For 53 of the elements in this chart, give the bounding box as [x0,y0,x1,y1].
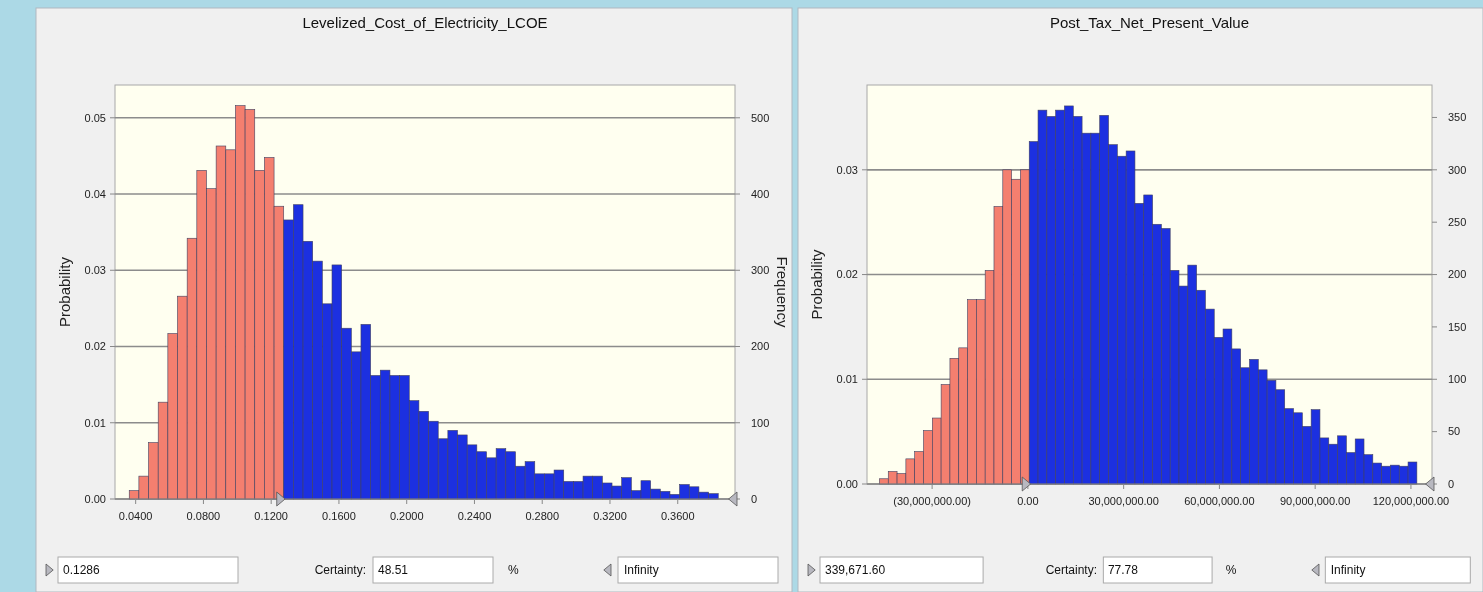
y-tick-label: 0.03 [836,163,858,176]
text: 339,671.60 [825,563,886,578]
x-tick-label: 0.3600 [660,510,695,522]
y-tick-label: 0.01 [84,416,106,429]
x-tick-label: 0.0800 [186,510,221,522]
y2-axis-title: Frequency [774,256,791,328]
x-tick-label: 30,000,000.00 [1088,495,1159,507]
text: 0.1286 [63,563,101,578]
x-tick-label: 0.0400 [118,510,153,522]
y2-tick-label: 500 [751,111,770,124]
text: 77.78 [1107,563,1139,578]
y-tick-label: 0.02 [836,268,858,281]
text: Certainty: [314,563,366,578]
text: 48.51 [378,563,409,578]
chart-title: Post_Tax_Net_Present_Value [1049,14,1250,31]
y-axis-title: Probability [56,256,73,328]
y2-tick-label: 200 [751,340,770,353]
y2-tick-label: 100 [751,416,770,429]
y-tick-label: 0.05 [84,111,106,124]
y2-tick-label: 300 [751,264,770,277]
y2-tick-label: 150 [1448,320,1467,333]
y2-tick-label: 200 [1448,268,1467,281]
x-tick-label: 0.3200 [593,510,627,522]
x-tick-label: 0.2400 [457,510,492,522]
text: Infinity [1330,563,1366,578]
x-tick-label: 0.1200 [254,510,289,522]
text: Infinity [624,563,659,578]
x-tick-label: 0.1600 [322,510,356,522]
y-tick-label: 0.02 [84,340,106,353]
x-tick-label: (30,000,000.00) [893,495,971,507]
y-tick-label: 0.01 [836,373,858,386]
x-tick-label: 0.00 [1017,495,1039,507]
y-tick-label: 0.00 [836,477,858,490]
x-tick-label: 60,000,000.00 [1184,495,1255,507]
y-tick-label: 0.03 [84,264,106,277]
y-tick-label: 0.04 [84,187,106,200]
x-tick-label: 90,000,000.00 [1279,495,1351,507]
y-axis-title: Probability [808,248,825,320]
y2-tick-label: 300 [1448,163,1467,176]
x-tick-label: 120,000,000.00 [1372,495,1450,507]
text: Certainty: [1045,563,1098,578]
text: % [508,563,519,578]
x-tick-label: 0.2800 [525,510,560,522]
y2-tick-label: 400 [751,187,770,200]
chart-title: Levelized_Cost_of_Electricity_LCOE [302,14,548,31]
y2-tick-label: 0 [751,492,758,505]
y2-tick-label: 250 [1448,216,1467,229]
text: % [1225,563,1237,578]
y2-tick-label: 0 [1448,477,1455,490]
y2-tick-label: 100 [1448,373,1467,386]
y2-tick-label: 50 [1448,425,1461,438]
y2-tick-label: 350 [1448,111,1467,124]
x-tick-label: 0.2000 [389,510,424,522]
